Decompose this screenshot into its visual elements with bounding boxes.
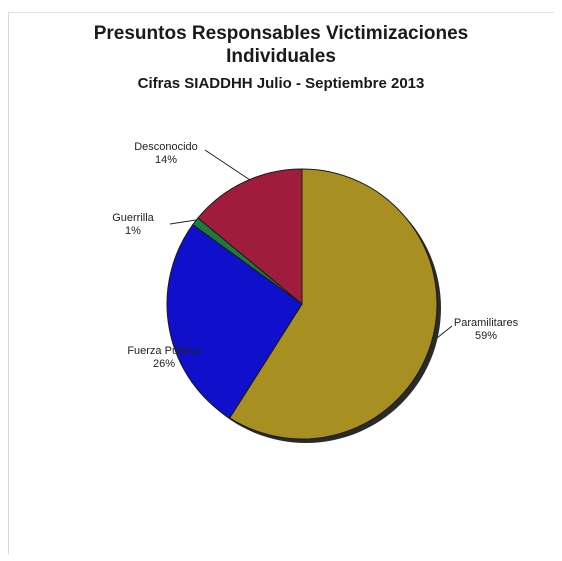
slice-pct-fuerza-p-blica: 26% (153, 358, 175, 370)
slice-pct-guerrilla: 1% (125, 225, 141, 237)
pie-slice-desconocido (197, 168, 303, 306)
slice-label-paramilitares: Paramilitares (454, 317, 519, 329)
leader-line-guerrilla (169, 219, 197, 225)
leader-line-desconocido (204, 149, 251, 181)
chart-subtitle: Cifras SIADDHH Julio - Septiembre 2013 (137, 75, 425, 92)
chart-frame (8, 12, 554, 554)
slice-label-guerrilla: Guerrilla (112, 212, 154, 224)
slice-label-fuerza-p-blica: Fuerza Pública (127, 345, 201, 357)
slice-label-desconocido: Desconocido (134, 141, 198, 153)
slice-pct-desconocido: 14% (155, 154, 177, 166)
chart-title-line-1: Presuntos Responsables Victimizaciones (93, 23, 469, 44)
chart-title-line-2: Individuales (226, 46, 336, 67)
slice-pct-paramilitares: 59% (475, 330, 497, 342)
pie-slice-fuerza-p-blica (166, 223, 303, 419)
leader-line-paramilitares (436, 325, 453, 339)
pie-slice-paramilitares (228, 168, 438, 440)
